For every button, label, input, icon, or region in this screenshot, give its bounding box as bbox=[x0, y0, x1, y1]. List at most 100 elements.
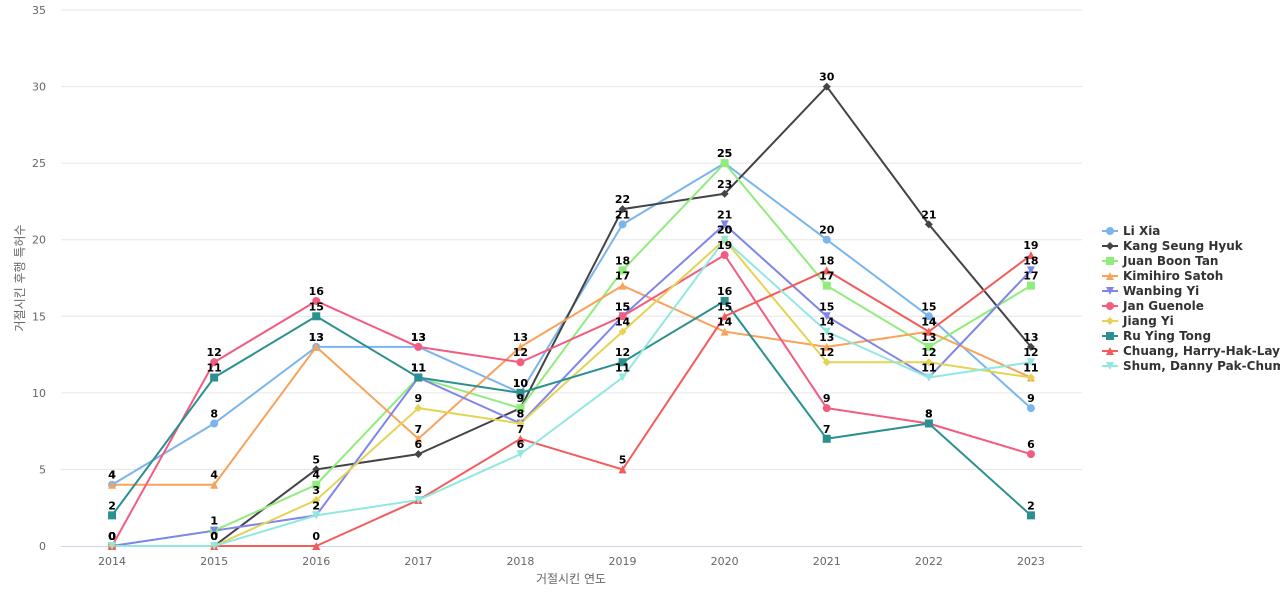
data-point-kimihiro-satoh[interactable] bbox=[618, 281, 627, 290]
data-point-li-xia[interactable] bbox=[822, 235, 831, 244]
data-point-jan-guenole[interactable] bbox=[312, 296, 321, 305]
data-point-li-xia[interactable] bbox=[924, 312, 933, 321]
data-point-jiang-yi[interactable] bbox=[516, 419, 525, 428]
legend-item-shum-danny-pak-chum[interactable]: Shum, Danny Pak-Chum bbox=[1102, 359, 1280, 373]
data-point-juan-boon-tan[interactable] bbox=[618, 266, 627, 275]
data-point-juan-boon-tan[interactable] bbox=[720, 159, 729, 168]
data-point-juan-boon-tan[interactable] bbox=[516, 404, 525, 413]
legend-item-jiang-yi[interactable]: Jiang Yi bbox=[1102, 314, 1174, 328]
data-point-chuang-harry-hak-lay[interactable] bbox=[312, 542, 321, 550]
data-point-chuang-harry-hak-lay[interactable] bbox=[924, 327, 933, 336]
legend-marker-juan-boon-tan[interactable] bbox=[1106, 257, 1114, 265]
data-point-jiang-yi[interactable] bbox=[924, 358, 933, 367]
data-point-jan-guenole[interactable] bbox=[210, 358, 219, 367]
data-point-ru-ying-tong[interactable] bbox=[618, 358, 627, 367]
data-point-juan-boon-tan[interactable] bbox=[312, 480, 321, 489]
data-point-kimihiro-satoh[interactable] bbox=[312, 342, 321, 351]
data-point-shum-danny-pak-chum[interactable] bbox=[1026, 358, 1035, 367]
data-point-shum-danny-pak-chum[interactable] bbox=[516, 450, 525, 459]
data-point-kang-seung-hyuk[interactable] bbox=[618, 205, 627, 214]
data-point-shum-danny-pak-chum[interactable] bbox=[618, 373, 627, 382]
data-point-jiang-yi[interactable] bbox=[822, 358, 831, 367]
data-point-shum-danny-pak-chum[interactable] bbox=[822, 327, 831, 336]
data-point-ru-ying-tong[interactable] bbox=[1026, 511, 1035, 520]
data-point-juan-boon-tan[interactable] bbox=[924, 342, 933, 351]
legend-marker-chuang-harry-hak-lay[interactable] bbox=[1106, 347, 1114, 355]
data-point-kimihiro-satoh[interactable] bbox=[720, 327, 729, 336]
data-point-jan-guenole[interactable] bbox=[618, 312, 627, 321]
data-point-chuang-harry-hak-lay[interactable] bbox=[720, 312, 729, 321]
data-point-jan-guenole[interactable] bbox=[516, 358, 525, 367]
series-line-wanbing-yi[interactable] bbox=[111, 223, 1032, 547]
series-line-jan-guenole[interactable] bbox=[111, 254, 1032, 547]
data-point-ru-ying-tong[interactable] bbox=[720, 296, 729, 305]
data-point-li-xia[interactable] bbox=[210, 419, 219, 428]
data-point-ru-ying-tong[interactable] bbox=[210, 373, 219, 382]
data-point-kimihiro-satoh[interactable] bbox=[516, 342, 525, 351]
data-point-ru-ying-tong[interactable] bbox=[108, 511, 117, 520]
data-point-kang-seung-hyuk[interactable] bbox=[822, 82, 831, 91]
data-point-chuang-harry-hak-lay[interactable] bbox=[1026, 251, 1035, 260]
data-point-jiang-yi[interactable] bbox=[414, 404, 423, 413]
data-point-shum-danny-pak-chum[interactable] bbox=[924, 373, 933, 382]
data-point-jiang-yi[interactable] bbox=[618, 327, 627, 336]
series-line-chuang-harry-hak-lay[interactable] bbox=[111, 254, 1032, 547]
series-line-kimihiro-satoh[interactable] bbox=[111, 284, 1032, 486]
legend-marker-ru-ying-tong[interactable] bbox=[1106, 332, 1114, 340]
legend-marker-jan-guenole[interactable] bbox=[1106, 302, 1114, 310]
data-point-shum-danny-pak-chum[interactable] bbox=[414, 496, 423, 505]
data-point-chuang-harry-hak-lay[interactable] bbox=[516, 434, 525, 443]
series-line-shum-danny-pak-chum[interactable] bbox=[111, 238, 1032, 547]
data-point-jan-guenole[interactable] bbox=[1026, 450, 1035, 459]
data-point-kang-seung-hyuk[interactable] bbox=[720, 189, 729, 198]
data-point-wanbing-yi[interactable] bbox=[822, 312, 831, 321]
legend-item-kang-seung-hyuk[interactable]: Kang Seung Hyuk bbox=[1102, 239, 1244, 253]
data-point-kimihiro-satoh[interactable] bbox=[822, 342, 831, 351]
data-point-li-xia[interactable] bbox=[618, 220, 627, 229]
data-point-ru-ying-tong[interactable] bbox=[414, 373, 423, 382]
legend-item-juan-boon-tan[interactable]: Juan Boon Tan bbox=[1102, 254, 1218, 268]
legend-marker-kimihiro-satoh[interactable] bbox=[1106, 272, 1114, 280]
legend-marker-kang-seung-hyuk[interactable] bbox=[1106, 242, 1114, 250]
legend-item-ru-ying-tong[interactable]: Ru Ying Tong bbox=[1102, 329, 1211, 343]
data-point-jan-guenole[interactable] bbox=[822, 404, 831, 413]
data-point-wanbing-yi[interactable] bbox=[210, 526, 219, 535]
data-point-kimihiro-satoh[interactable] bbox=[108, 480, 117, 489]
data-point-chuang-harry-hak-lay[interactable] bbox=[618, 465, 627, 474]
data-point-wanbing-yi[interactable] bbox=[1026, 266, 1035, 275]
data-point-ru-ying-tong[interactable] bbox=[924, 419, 933, 428]
data-point-ru-ying-tong[interactable] bbox=[312, 312, 321, 321]
data-point-jan-guenole[interactable] bbox=[414, 342, 423, 351]
series-line-juan-boon-tan[interactable] bbox=[111, 162, 1032, 547]
legend-marker-shum-danny-pak-chum[interactable] bbox=[1106, 362, 1114, 370]
data-point-kang-seung-hyuk[interactable] bbox=[312, 465, 321, 474]
data-point-juan-boon-tan[interactable] bbox=[822, 281, 831, 290]
data-point-shum-danny-pak-chum[interactable] bbox=[210, 542, 219, 550]
data-point-shum-danny-pak-chum[interactable] bbox=[720, 235, 729, 244]
data-point-li-xia[interactable] bbox=[1026, 404, 1035, 413]
data-point-ru-ying-tong[interactable] bbox=[822, 434, 831, 443]
data-point-kang-seung-hyuk[interactable] bbox=[414, 450, 423, 459]
legend-item-wanbing-yi[interactable]: Wanbing Yi bbox=[1102, 284, 1199, 298]
legend-item-li-xia[interactable]: Li Xia bbox=[1102, 224, 1160, 238]
data-point-kimihiro-satoh[interactable] bbox=[414, 434, 423, 443]
data-point-kang-seung-hyuk[interactable] bbox=[1026, 342, 1035, 351]
data-point-wanbing-yi[interactable] bbox=[720, 220, 729, 229]
legend-marker-wanbing-yi[interactable] bbox=[1106, 287, 1114, 295]
data-point-juan-boon-tan[interactable] bbox=[1026, 281, 1035, 290]
legend-item-kimihiro-satoh[interactable]: Kimihiro Satoh bbox=[1102, 269, 1223, 283]
data-point-kimihiro-satoh[interactable] bbox=[210, 480, 219, 489]
legend-item-chuang-harry-hak-lay[interactable]: Chuang, Harry-Hak-Lay bbox=[1102, 344, 1280, 358]
data-point-shum-danny-pak-chum[interactable] bbox=[108, 542, 117, 550]
legend-item-jan-guenole[interactable]: Jan Guenole bbox=[1102, 299, 1204, 313]
data-point-jan-guenole[interactable] bbox=[720, 251, 729, 260]
data-point-jiang-yi[interactable] bbox=[1026, 373, 1035, 382]
series-line-ru-ying-tong[interactable] bbox=[111, 299, 1032, 517]
legend-marker-li-xia[interactable] bbox=[1106, 227, 1114, 235]
data-point-shum-danny-pak-chum[interactable] bbox=[312, 511, 321, 520]
data-point-kang-seung-hyuk[interactable] bbox=[924, 220, 933, 229]
data-point-chuang-harry-hak-lay[interactable] bbox=[822, 266, 831, 275]
legend-marker-jiang-yi[interactable] bbox=[1106, 317, 1114, 325]
data-point-ru-ying-tong[interactable] bbox=[516, 388, 525, 397]
data-point-jiang-yi[interactable] bbox=[312, 496, 321, 505]
